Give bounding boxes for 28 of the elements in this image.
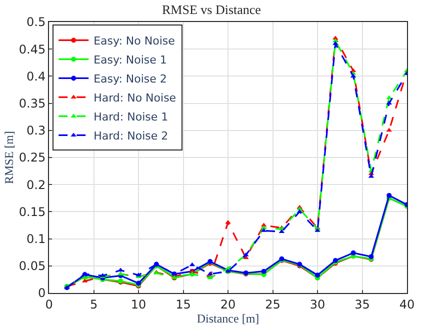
y-tick-label: 0.25 (18, 150, 46, 165)
legend-label: Easy: No Noise (94, 34, 176, 48)
x-tick-label: 30 (310, 297, 326, 312)
y-tick-label: 0.15 (18, 204, 46, 219)
y-tick-label: 0.35 (18, 96, 46, 110)
x-tick-label: 5 (90, 297, 98, 312)
x-axis-title: Distance [m] (196, 311, 260, 326)
y-tick-label: 0.3 (26, 124, 46, 138)
legend-label: Hard: Noise 2 (94, 130, 168, 142)
x-tick-label: 20 (220, 297, 236, 312)
chart-title: RMSE vs Distance (162, 2, 262, 18)
legend-label: Hard: No Noise (94, 92, 176, 104)
y-axis-title: RMSE [m] (2, 130, 16, 184)
x-tick-label: 10 (130, 297, 146, 312)
legend-label: Easy: Noise 1 (94, 54, 167, 66)
x-tick-label: 15 (176, 297, 191, 312)
y-tick-label: 0.45 (18, 42, 46, 56)
x-tick-label: 25 (265, 297, 280, 312)
y-tick-label: 0.4 (26, 69, 46, 84)
y-tick-label: 0.5 (26, 15, 46, 30)
x-tick-label: 40 (399, 297, 415, 312)
legend-label: Hard: Noise 1 (94, 110, 168, 124)
y-tick-label: 0.05 (18, 259, 46, 274)
y-tick-label: 0.1 (26, 232, 46, 246)
y-tick-label: 0 (38, 286, 46, 300)
legend-label: Easy: Noise 2 (94, 72, 167, 86)
x-tick-label: 35 (354, 297, 370, 312)
y-tick-label: 0.2 (26, 178, 46, 192)
